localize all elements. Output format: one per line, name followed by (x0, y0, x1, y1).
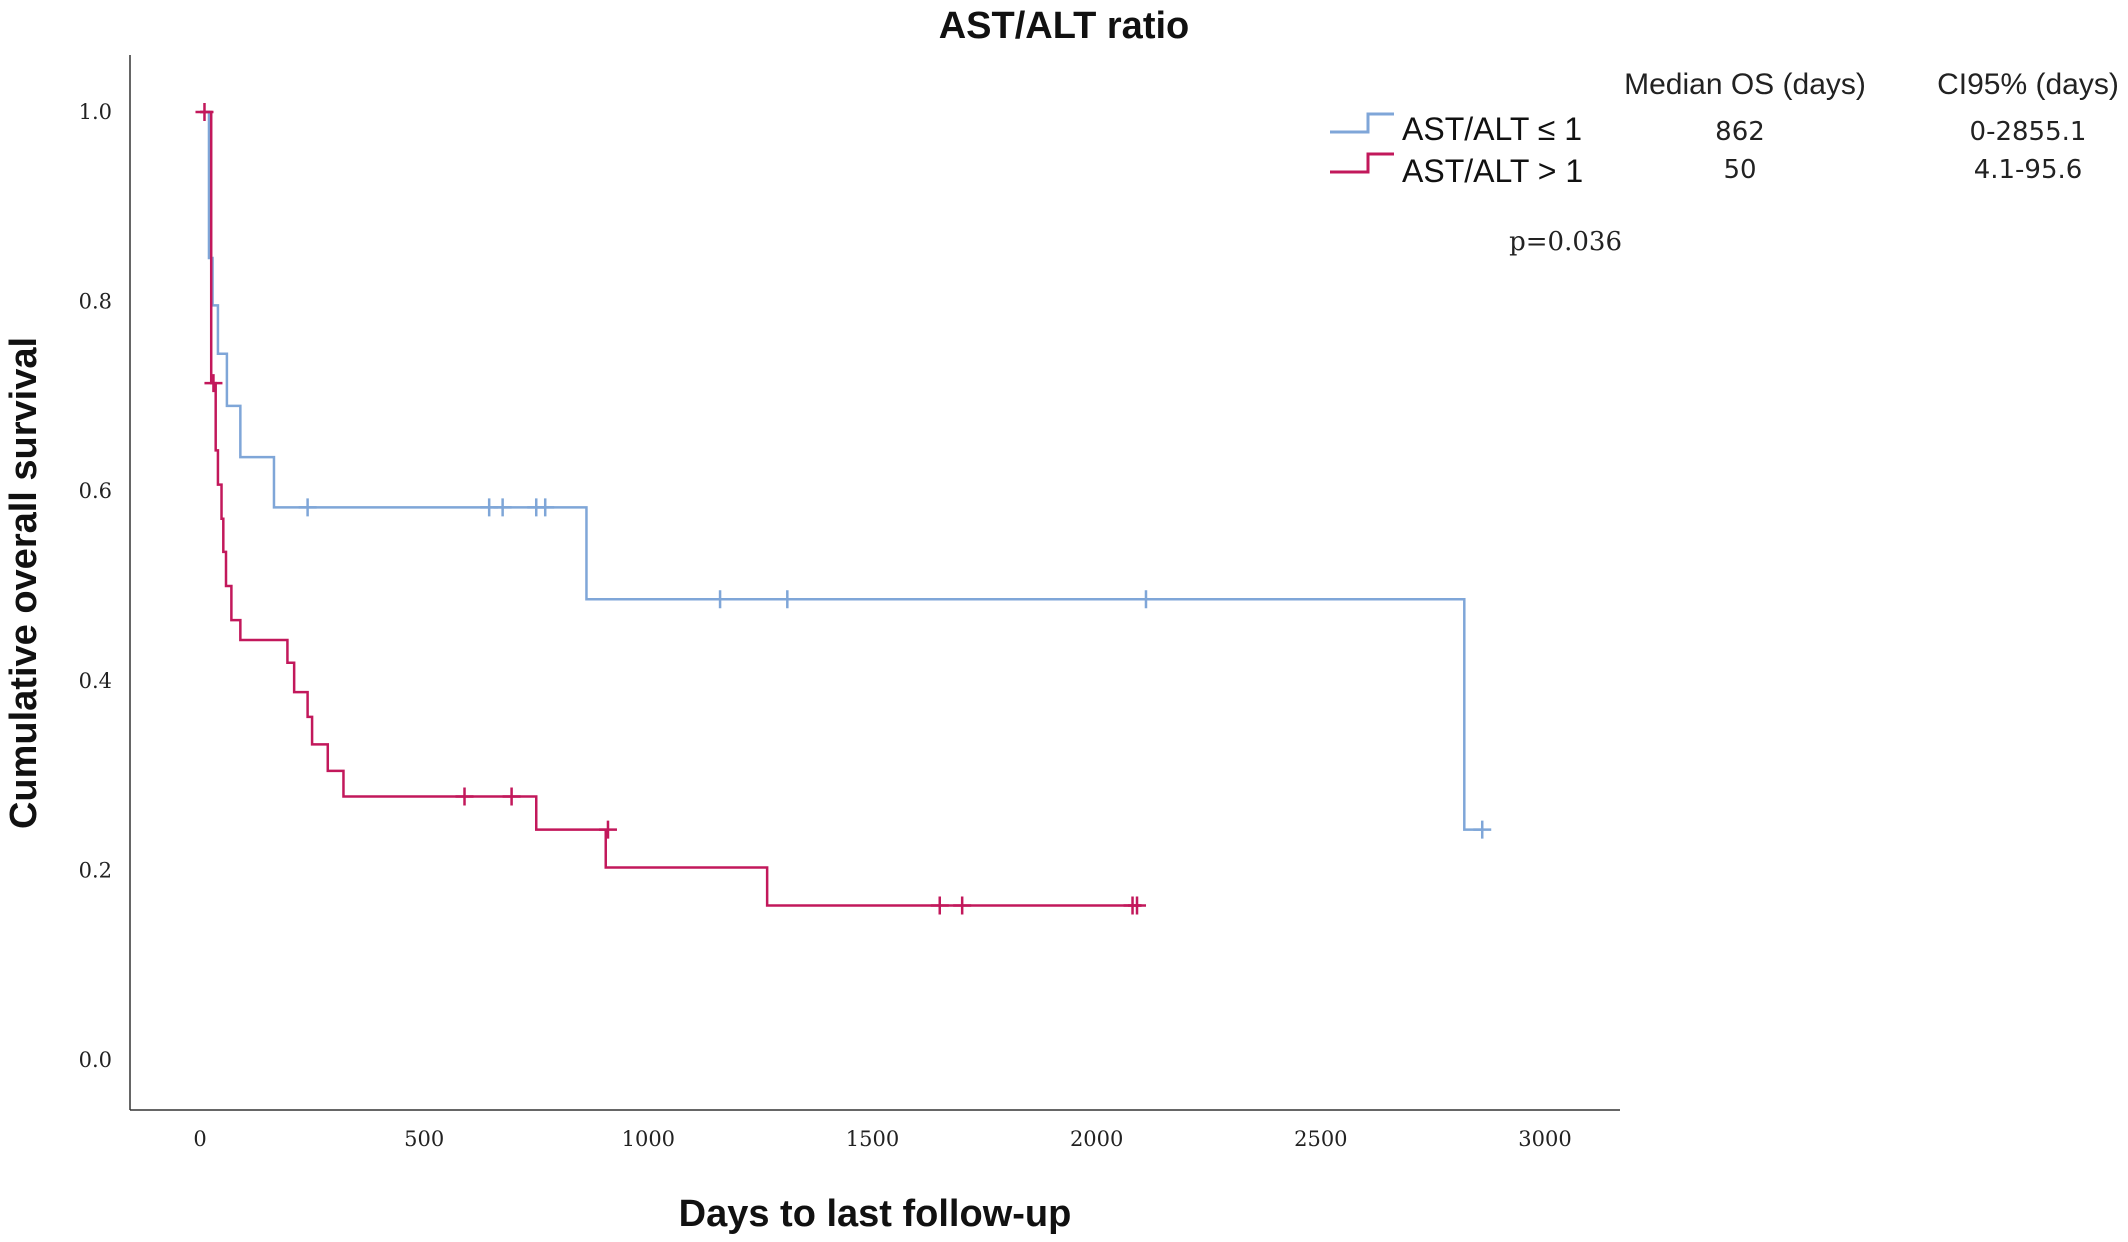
legend-swatch-series-2 (1330, 152, 1394, 174)
y-tick-label: 0.8 (79, 290, 112, 314)
chart-title: AST/ALT ratio (939, 5, 1190, 47)
table-header-ci: CI95% (days) (1937, 68, 2119, 101)
y-tick-label: 0.0 (79, 1048, 112, 1072)
x-tick-label: 0 (193, 1127, 206, 1151)
x-tick-label: 2500 (1294, 1127, 1347, 1151)
x-tick-labels: 0 500 1000 1500 2000 2500 3000 (193, 1127, 1571, 1151)
survival-curves (195, 103, 1492, 915)
x-tick-label: 2000 (1070, 1127, 1123, 1151)
legend-swatch-series-1 (1330, 112, 1394, 134)
censor-mark-series-2 (502, 787, 521, 806)
censor-mark-series-1 (493, 498, 512, 517)
y-tick-labels: 0.0 0.2 0.4 0.6 0.8 1.0 (79, 100, 112, 1072)
censor-mark-series-2 (598, 820, 617, 839)
p-value: p=0.036 (1509, 227, 1622, 257)
x-tick-label: 500 (404, 1127, 444, 1151)
censor-mark-series-1 (778, 590, 797, 609)
censor-mark-series-1 (711, 590, 730, 609)
censor-mark-series-1 (1136, 590, 1155, 609)
y-tick-label: 0.2 (79, 858, 112, 882)
table-header-median: Median OS (days) (1624, 68, 1866, 101)
ci-series-1: 0-2855.1 (1970, 117, 2087, 147)
censor-mark-series-2 (953, 896, 972, 915)
legend-item-series-1: AST/ALT ≤ 1 (1330, 111, 1582, 147)
survival-line-series-1 (200, 110, 1483, 831)
censor-mark-series-2 (1128, 896, 1147, 915)
censor-mark-series-1 (298, 498, 317, 517)
survival-line-series-2 (200, 110, 1142, 907)
x-tick-label: 1500 (846, 1127, 899, 1151)
censor-mark-series-2 (204, 374, 223, 393)
x-tick-label: 1000 (622, 1127, 675, 1151)
y-tick-label: 0.6 (79, 479, 112, 503)
median-os-series-1: 862 (1715, 117, 1765, 147)
x-axis-label: Days to last follow-up (679, 1193, 1072, 1235)
median-os-series-2: 50 (1723, 155, 1756, 185)
legend-item-series-2: AST/ALT > 1 (1330, 152, 1583, 189)
censor-mark-series-2 (455, 787, 474, 806)
legend-label-series-2: AST/ALT > 1 (1402, 153, 1583, 189)
censor-mark-series-1 (1473, 820, 1492, 839)
y-axis-label: Cumulative overall survival (3, 337, 45, 829)
censor-mark-series-2 (195, 103, 214, 121)
x-tick-label: 3000 (1518, 1127, 1571, 1151)
censor-mark-series-2 (930, 896, 949, 915)
censor-mark-series-1 (536, 498, 555, 517)
legend-label-series-1: AST/ALT ≤ 1 (1402, 111, 1582, 147)
y-tick-label: 0.4 (79, 669, 112, 693)
ci-series-2: 4.1-95.6 (1974, 155, 2083, 185)
y-tick-label: 1.0 (79, 100, 112, 124)
